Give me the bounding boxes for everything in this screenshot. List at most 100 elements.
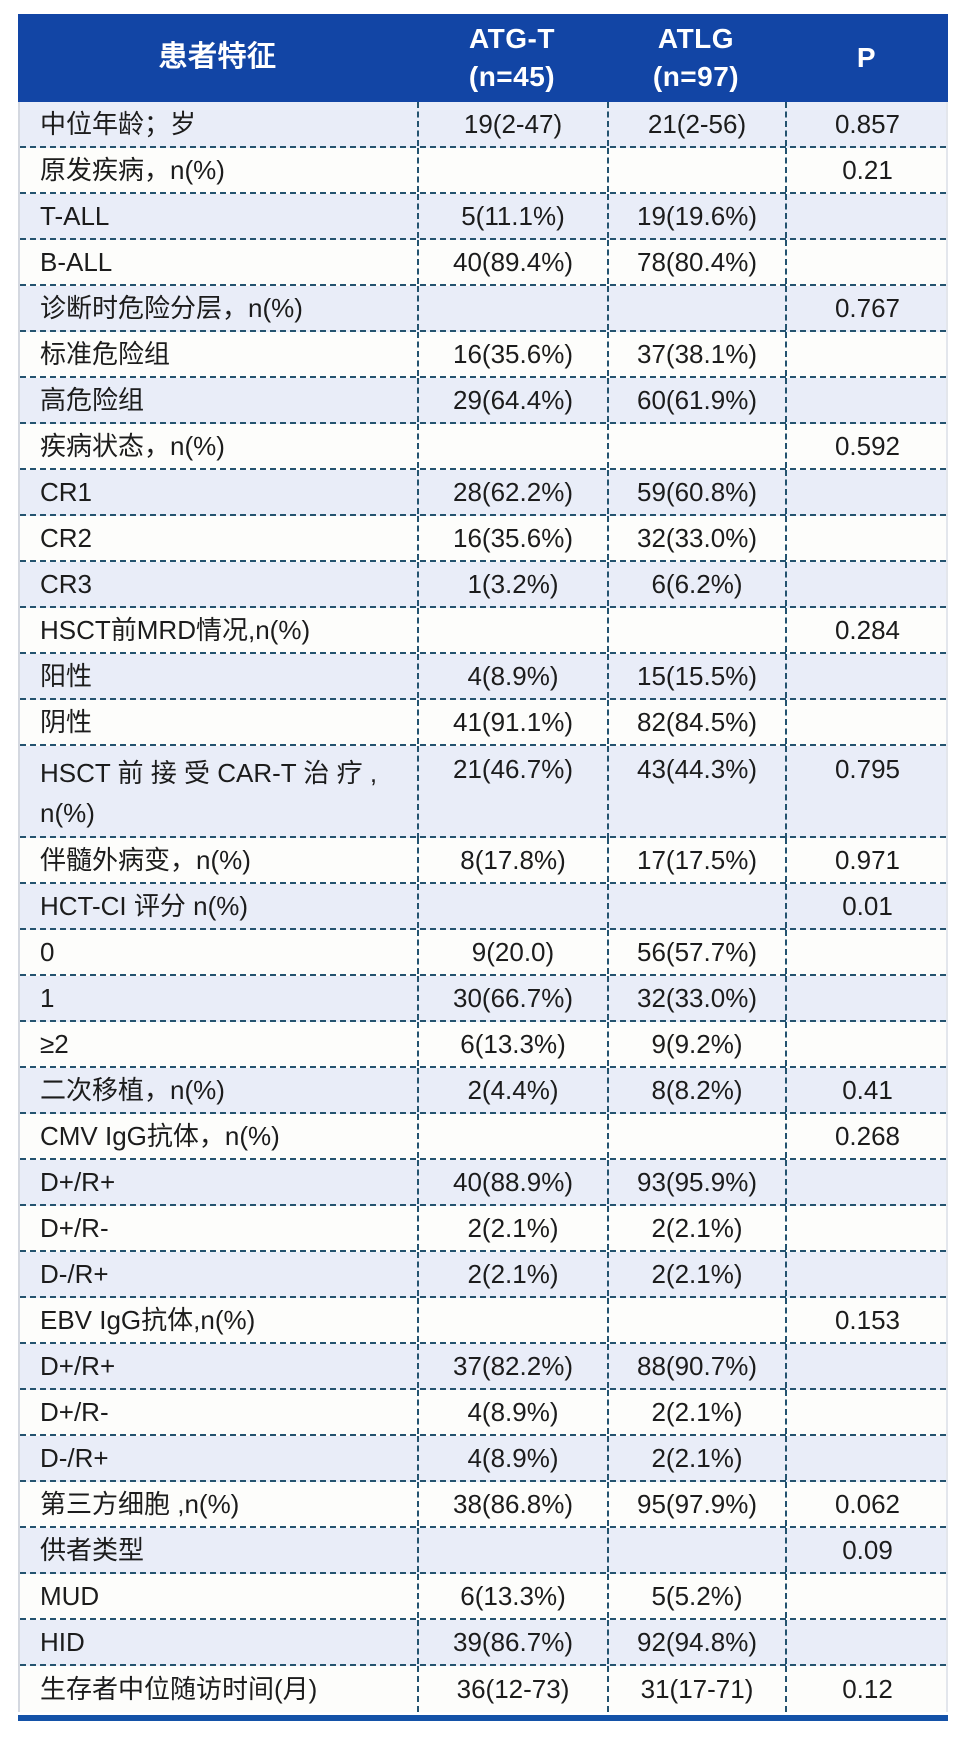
column-header-patient-characteristics: 患者特征 — [18, 14, 417, 102]
column-header-atlg: ATLG (n=97) — [607, 14, 785, 102]
atlg-value-cell: 15(15.5%) — [607, 654, 785, 698]
p-value-cell — [785, 332, 948, 376]
atgt-value-cell: 1(3.2%) — [417, 562, 607, 606]
row-label-cell: CMV IgG抗体，n(%) — [40, 1120, 280, 1151]
atlg-value-cell — [607, 608, 785, 652]
atgt-value-cell: 2(4.4%) — [417, 1068, 607, 1112]
atlg-value-cell: 2(2.1%) — [607, 1436, 785, 1480]
atgt-value-cell — [417, 1298, 607, 1342]
p-value-cell — [785, 1436, 948, 1480]
table-body: 中位年龄；岁 19(2-47) 21(2-56) 0.857 原发疾病，n(%) 0.21… — [18, 102, 948, 1712]
table-row: 诊断时危险分层，n(%) 0.767 — [20, 286, 946, 332]
table-row: 中位年龄；岁 19(2-47) 21(2-56) 0.857 — [20, 102, 946, 148]
row-label-cell: D+/R- — [40, 1212, 109, 1243]
atlg-value-cell: 56(57.7%) — [607, 930, 785, 974]
p-value-cell — [785, 1206, 948, 1250]
row-label-cell: HSCT 前 接 受 CAR-T 治 疗 , n(%) — [20, 746, 417, 839]
p-value-cell: 0.062 — [785, 1482, 948, 1526]
atlg-value-cell: 93(95.9%) — [607, 1160, 785, 1204]
column-header-label: P — [856, 42, 877, 74]
atgt-value-cell — [417, 608, 607, 652]
row-label-cell: HSCT前MRD情况,n(%) — [40, 614, 311, 645]
p-value-cell — [785, 240, 948, 284]
atlg-value-cell: 9(9.2%) — [607, 1022, 785, 1066]
atlg-value-cell: 8(8.2%) — [607, 1068, 785, 1112]
atgt-value-cell: 21(46.7%) — [417, 746, 607, 839]
p-value-cell — [785, 378, 948, 422]
atgt-value-cell: 6(13.3%) — [417, 1022, 607, 1066]
table-row: 伴髓外病变，n(%) 8(17.8%) 17(17.5%) 0.971 — [20, 838, 946, 884]
atlg-value-cell: 19(19.6%) — [607, 194, 785, 238]
row-label-line1: HSCT 前 接 受 CAR-T 治 疗 , — [40, 758, 378, 788]
table-row: HSCT前MRD情况,n(%) 0.284 — [20, 608, 946, 654]
p-value-cell — [785, 1620, 948, 1664]
table-row: HCT-CI 评分 n(%) 0.01 — [20, 884, 946, 930]
atlg-value-cell: 32(33.0%) — [607, 976, 785, 1020]
row-label-cell: B-ALL — [40, 246, 113, 277]
atlg-value-cell: 32(33.0%) — [607, 516, 785, 560]
row-label-cell: 原发疾病，n(%) — [40, 154, 225, 185]
atlg-value-cell: 2(2.1%) — [607, 1390, 785, 1434]
table-row: D+/R+ 40(88.9%) 93(95.9%) — [20, 1160, 946, 1206]
atlg-value-cell — [607, 1528, 785, 1572]
row-label-line2: n(%) — [40, 798, 95, 828]
atlg-value-cell: 88(90.7%) — [607, 1344, 785, 1388]
row-label-cell: D+/R+ — [40, 1350, 116, 1381]
atgt-value-cell: 28(62.2%) — [417, 470, 607, 514]
atlg-value-cell: 59(60.8%) — [607, 470, 785, 514]
row-label-cell: 0 — [40, 936, 55, 967]
atgt-value-cell: 39(86.7%) — [417, 1620, 607, 1664]
atgt-value-cell — [417, 424, 607, 468]
atgt-value-cell: 8(17.8%) — [417, 838, 607, 882]
table-row: T-ALL 5(11.1%) 19(19.6%) — [20, 194, 946, 240]
table-row: B-ALL 40(89.4%) 78(80.4%) — [20, 240, 946, 286]
table-row: MUD 6(13.3%) 5(5.2%) — [20, 1574, 946, 1620]
row-label-cell: 诊断时危险分层，n(%) — [40, 292, 303, 323]
row-label-cell: 第三方细胞 ,n(%) — [40, 1488, 240, 1519]
table-row: 原发疾病，n(%) 0.21 — [20, 148, 946, 194]
column-header-p-value: P — [785, 14, 948, 102]
table-row: D-/R+ 4(8.9%) 2(2.1%) — [20, 1436, 946, 1482]
table-row: CMV IgG抗体，n(%) 0.268 — [20, 1114, 946, 1160]
column-header-group-name: ATLG — [657, 23, 735, 55]
table-bottom-border — [18, 1715, 948, 1721]
atlg-value-cell: 2(2.1%) — [607, 1206, 785, 1250]
atgt-value-cell: 19(2-47) — [417, 102, 607, 146]
p-value-cell: 0.41 — [785, 1068, 948, 1112]
p-value-cell — [785, 1160, 948, 1204]
p-value-cell: 0.21 — [785, 148, 948, 192]
atlg-value-cell: 95(97.9%) — [607, 1482, 785, 1526]
table-row: HSCT 前 接 受 CAR-T 治 疗 , n(%) 21(46.7%) 43(44… — [20, 746, 946, 839]
p-value-cell: 0.09 — [785, 1528, 948, 1572]
row-label-cell: ≥2 — [40, 1028, 69, 1059]
atgt-value-cell: 36(12-73) — [417, 1666, 607, 1712]
row-label-cell: 疾病状态，n(%) — [40, 430, 225, 461]
atgt-value-cell: 16(35.6%) — [417, 332, 607, 376]
atlg-value-cell — [607, 148, 785, 192]
p-value-cell — [785, 654, 948, 698]
atgt-value-cell — [417, 1528, 607, 1572]
atgt-value-cell: 6(13.3%) — [417, 1574, 607, 1618]
table-row: D+/R- 4(8.9%) 2(2.1%) — [20, 1390, 946, 1436]
row-label-cell: EBV IgG抗体,n(%) — [40, 1304, 256, 1335]
row-label-cell: 中位年龄；岁 — [40, 108, 197, 139]
table-header-row: 患者特征 ATG-T (n=45) ATLG (n=97) P — [18, 14, 948, 102]
atgt-value-cell: 40(88.9%) — [417, 1160, 607, 1204]
table-row: 阳性 4(8.9%) 15(15.5%) — [20, 654, 946, 700]
column-header-atg-t: ATG-T (n=45) — [417, 14, 607, 102]
table-row: ≥2 6(13.3%) 9(9.2%) — [20, 1022, 946, 1068]
row-label-cell: CR2 — [40, 522, 93, 553]
atgt-value-cell: 30(66.7%) — [417, 976, 607, 1020]
p-value-cell — [785, 976, 948, 1020]
atgt-value-cell — [417, 1114, 607, 1158]
row-label-cell: CR3 — [40, 568, 93, 599]
row-label-cell: T-ALL — [40, 200, 110, 231]
p-value-cell — [785, 930, 948, 974]
atlg-value-cell: 82(84.5%) — [607, 700, 785, 744]
table-row: CR2 16(35.6%) 32(33.0%) — [20, 516, 946, 562]
column-header-group-name: ATG-T — [469, 23, 555, 55]
row-label-cell: 供者类型 — [40, 1534, 145, 1565]
row-label-cell: CR1 — [40, 476, 93, 507]
row-label-cell: D+/R+ — [40, 1166, 116, 1197]
p-value-cell — [785, 562, 948, 606]
